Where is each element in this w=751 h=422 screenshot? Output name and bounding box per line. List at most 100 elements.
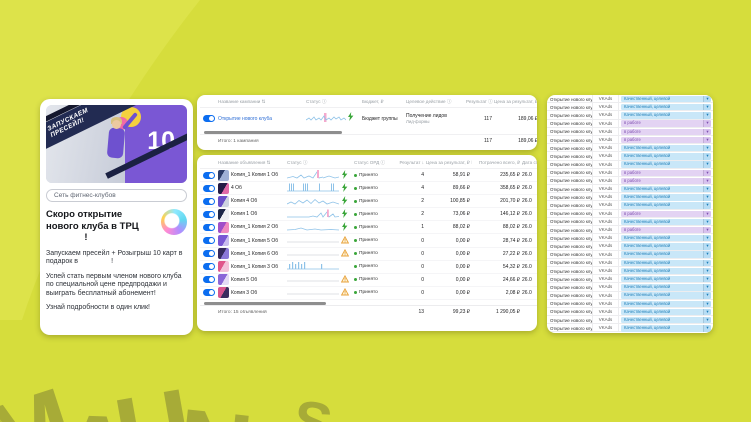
warning-icon[interactable] — [341, 248, 354, 259]
lead-status-select[interactable]: Качественный, целевой ▾ — [621, 276, 711, 283]
chevron-down-icon[interactable]: ▾ — [703, 226, 711, 234]
info-icon[interactable]: ⓘ — [446, 99, 452, 104]
eco-boost-icon[interactable] — [341, 169, 354, 181]
chevron-down-icon[interactable]: ▾ — [703, 210, 711, 217]
lead-status-select[interactable]: Качественный, целевой ▾ — [621, 267, 711, 275]
lead-status-select[interactable]: Качественный, целевой ▾ — [621, 325, 711, 332]
warning-icon[interactable] — [341, 287, 354, 298]
horizontal-scrollbar[interactable] — [204, 301, 326, 305]
col-header-campaign-name[interactable]: Название кампании ⇅ — [218, 99, 266, 104]
lead-status-select[interactable]: Качественный, целевой ▾ — [621, 308, 711, 316]
campaign-name-link[interactable]: Открытие нового клуба — [218, 115, 273, 122]
lead-status-select[interactable]: Качественный, целевой ▾ — [621, 300, 711, 307]
sort-icon[interactable]: ⇅ — [266, 159, 271, 165]
ad-toggle[interactable] — [203, 171, 215, 179]
chevron-down-icon[interactable]: ▾ — [703, 128, 711, 136]
col-header-action[interactable]: Целевое действие ⓘ — [406, 99, 452, 104]
lead-status-select[interactable]: в работе ▾ — [621, 136, 711, 144]
col-header-result[interactable]: Результат ⓘ — [466, 99, 493, 104]
ad-name[interactable]: Копия_1 Копия 2 Об — [231, 224, 279, 231]
lead-status-select[interactable]: Качественный, целевой ▾ — [621, 243, 711, 250]
chevron-down-icon[interactable]: ▾ — [703, 136, 711, 144]
lead-status-select[interactable]: Качественный, целевой ▾ — [621, 284, 711, 291]
chevron-down-icon[interactable]: ▾ — [703, 145, 711, 152]
chevron-down-icon[interactable]: ▾ — [703, 325, 711, 332]
horizontal-scrollbar[interactable] — [204, 131, 342, 134]
warning-icon[interactable] — [341, 274, 354, 285]
ad-name[interactable]: Копия_1 Копия 6 Об — [231, 250, 279, 257]
eco-boost-icon[interactable] — [341, 221, 354, 233]
col-header-budget[interactable]: Бюджет, ₽ — [362, 99, 384, 104]
eco-boost-icon[interactable] — [341, 208, 354, 220]
ad-name[interactable]: Копия 1 Об — [231, 211, 258, 218]
ad-name[interactable]: Копия_1 Копия 5 Об — [231, 237, 279, 244]
chevron-down-icon[interactable]: ▾ — [703, 259, 711, 267]
lead-status-select[interactable]: Качественный, целевой ▾ — [621, 316, 711, 324]
chevron-down-icon[interactable]: ▾ — [703, 251, 711, 258]
lead-status-select[interactable]: в работе ▾ — [621, 169, 711, 176]
lead-status-select[interactable]: Качественный, целевой ▾ — [621, 104, 711, 111]
campaign-toggle[interactable] — [203, 115, 215, 122]
ad-toggle[interactable] — [203, 276, 215, 284]
lead-status-select[interactable]: Качественный, целевой ▾ — [621, 194, 711, 201]
chevron-down-icon[interactable]: ▾ — [703, 276, 711, 283]
advertiser-name-pill[interactable]: Сеть фитнес-клубов — [46, 189, 187, 202]
col-header-cpa[interactable]: Цена за результат, ₽ ⓘ — [494, 99, 537, 104]
lead-status-select[interactable]: в работе ▾ — [621, 177, 711, 185]
eco-boost-icon[interactable] — [341, 182, 354, 194]
lead-status-select[interactable]: Качественный, целевой ▾ — [621, 161, 711, 168]
ad-toggle[interactable] — [203, 223, 215, 231]
col-header-ad-cpa[interactable]: Цена за результат, ₽ ⓘ — [426, 160, 472, 166]
chevron-down-icon[interactable]: ▾ — [703, 300, 711, 307]
chevron-down-icon[interactable]: ▾ — [703, 95, 711, 103]
ad-name[interactable]: Копия 4 Об — [231, 198, 258, 205]
ad-toggle[interactable] — [203, 210, 215, 218]
lead-status-select[interactable]: Качественный, целевой ▾ — [621, 185, 711, 193]
info-icon[interactable]: ⓘ — [380, 159, 386, 165]
ad-toggle[interactable] — [203, 250, 215, 258]
lead-status-select[interactable]: Качественный, целевой ▾ — [621, 218, 711, 226]
col-header-ad-status[interactable]: Статус ⓘ — [287, 159, 308, 165]
ad-toggle[interactable] — [203, 289, 215, 297]
col-header-status[interactable]: Статус ⓘ — [306, 99, 327, 104]
chevron-down-icon[interactable]: ▾ — [703, 161, 711, 168]
chevron-down-icon[interactable]: ▾ — [703, 235, 711, 242]
lead-status-select[interactable]: в работе ▾ — [621, 226, 711, 234]
col-header-ad-spent[interactable]: Потрачено всего, ₽ — [478, 159, 520, 165]
info-icon[interactable]: ⓘ — [471, 160, 472, 165]
chevron-down-icon[interactable]: ▾ — [703, 104, 711, 111]
ad-name[interactable]: Копия 3 Об — [231, 289, 258, 296]
lead-status-select[interactable]: в работе ▾ — [621, 120, 711, 127]
ad-toggle[interactable] — [203, 197, 215, 205]
col-header-ad-result[interactable]: Результат ↓ — [399, 160, 424, 165]
lead-status-select[interactable]: Качественный, целевой ▾ — [621, 259, 711, 267]
info-icon[interactable]: ⓘ — [321, 99, 327, 104]
chevron-down-icon[interactable]: ▾ — [703, 120, 711, 127]
lead-status-select[interactable]: Качественный, целевой ▾ — [621, 251, 711, 258]
chevron-down-icon[interactable]: ▾ — [703, 169, 711, 176]
warning-icon[interactable] — [341, 235, 354, 246]
lead-status-select[interactable]: Качественный, целевой ▾ — [621, 235, 711, 242]
lead-status-select[interactable]: в работе ▾ — [621, 128, 711, 136]
sort-icon[interactable]: ⇅ — [261, 99, 266, 104]
chevron-down-icon[interactable]: ▾ — [703, 202, 711, 209]
col-header-start-date[interactable]: Дата стар — [522, 160, 537, 165]
eco-boost-icon[interactable] — [347, 112, 354, 121]
ad-name[interactable]: 4 Об — [231, 185, 242, 192]
lead-status-select[interactable]: Качественный, целевой ▾ — [621, 153, 711, 160]
chevron-down-icon[interactable]: ▾ — [703, 292, 711, 299]
chevron-down-icon[interactable]: ▾ — [703, 112, 711, 119]
lead-status-select[interactable]: Качественный, целевой ▾ — [621, 95, 711, 103]
ad-name[interactable]: Копия 5 Об — [231, 276, 258, 283]
chevron-down-icon[interactable]: ▾ — [703, 308, 711, 316]
ad-toggle[interactable] — [203, 263, 215, 271]
sort-desc-icon[interactable]: ↓ — [421, 160, 424, 165]
chevron-down-icon[interactable]: ▾ — [703, 194, 711, 201]
chevron-down-icon[interactable]: ▾ — [703, 185, 711, 193]
chevron-down-icon[interactable]: ▾ — [703, 316, 711, 324]
lead-status-select[interactable]: Качественный, целевой ▾ — [621, 112, 711, 119]
chevron-down-icon[interactable]: ▾ — [703, 153, 711, 160]
ad-toggle[interactable] — [203, 237, 215, 245]
chevron-down-icon[interactable]: ▾ — [703, 218, 711, 226]
col-header-ord-status[interactable]: Статус ОРД ⓘ — [354, 159, 386, 165]
